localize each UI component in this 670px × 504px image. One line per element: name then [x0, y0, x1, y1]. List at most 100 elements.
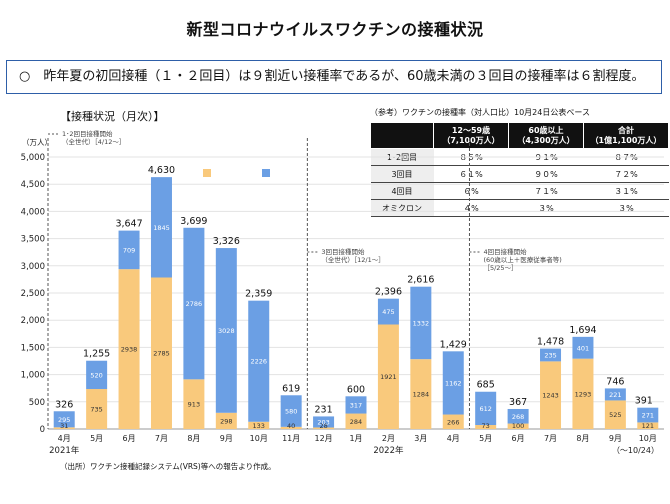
y-tick-label: 500: [29, 398, 45, 408]
bar-over60: [540, 361, 562, 429]
section-label: 【接種状況（月次）】: [60, 110, 165, 123]
bar-over60: [313, 427, 335, 429]
header-cell: 合計 （1億1,100万人）: [583, 122, 669, 149]
data-label-over60: 735: [90, 406, 102, 414]
x-tick-label: 1月: [349, 434, 362, 443]
x-tick-label: 4月: [58, 434, 71, 443]
data-label-over60: 28: [319, 422, 327, 430]
legend-label-under60: 60歳未満: [273, 168, 316, 180]
data-label-over60: 298: [220, 417, 232, 425]
total-label: 2,396: [375, 287, 402, 298]
data-label-under60: 203: [317, 418, 329, 426]
header-cell-line: 合計: [618, 125, 634, 135]
table-row: オミクロン ４% ３% ３%: [370, 199, 669, 217]
x-tick-label: 10月: [639, 434, 657, 443]
table-cell: ６%: [433, 182, 509, 200]
table-cell: ９０%: [508, 165, 584, 183]
total-label: 1,478: [537, 337, 564, 348]
y-tick-label: 1,500: [21, 343, 45, 353]
reference-table: 12～59歳 （7,100万人） 60歳以上 （4,300万人） 合計 （1億1,10…: [370, 122, 669, 217]
data-label-over60: 1243: [542, 392, 559, 400]
y-tick-label: 3,000: [21, 262, 45, 272]
bar-under60: [410, 286, 432, 360]
header-cell: [370, 122, 434, 149]
bar-under60: [183, 227, 205, 380]
annotation-text: （全世代）［12/1～］: [321, 255, 384, 264]
reference-caption: （参考）ワクチンの接種率（対人口比）10月24日公表ベース: [370, 108, 590, 117]
total-label: 619: [282, 383, 300, 394]
total-label: 1,694: [569, 325, 596, 336]
y-tick-label: 2,000: [21, 316, 45, 326]
data-label-over60: 284: [350, 418, 362, 426]
bar-under60: [150, 177, 172, 278]
data-label-over60: 31: [60, 422, 68, 430]
y-tick-label: 4,500: [21, 180, 45, 190]
row-label: 3回目: [370, 165, 434, 183]
legend-label-over60: 60歳以上: [214, 168, 257, 180]
total-label: 2,359: [245, 289, 272, 300]
data-label-under60: 580: [285, 408, 297, 416]
bar-under60: [313, 416, 335, 428]
total-label: 1,429: [440, 339, 467, 350]
bar-over60: [248, 421, 270, 429]
y-tick-label: 1,000: [21, 371, 45, 381]
bar-over60: [604, 400, 626, 429]
header-cell-line: 60歳以上: [528, 125, 564, 135]
data-label-under60: 3028: [218, 327, 235, 335]
data-label-under60: 1845: [153, 224, 170, 232]
x-tick-label: 8月: [576, 434, 589, 443]
bar-under60: [637, 407, 659, 423]
y-unit-label: （万人）: [22, 138, 52, 147]
page-title: 新型コロナウイルスワクチンの接種状況: [186, 20, 484, 39]
annotation-text: ［5/25～］: [483, 264, 517, 272]
row-label: オミクロン: [370, 199, 434, 217]
table-cell: ７１%: [508, 182, 584, 200]
data-label-over60: 1921: [380, 373, 397, 381]
total-label: 2,616: [407, 275, 434, 286]
bar-under60: [345, 396, 367, 414]
bar-over60: [377, 324, 399, 429]
total-label: 1,255: [83, 349, 110, 360]
data-label-over60: 133: [253, 422, 265, 430]
total-label: 3,699: [180, 216, 207, 227]
data-label-over60: 913: [188, 401, 200, 409]
bar-over60: [86, 389, 108, 429]
table-cell: ４%: [433, 199, 509, 217]
x-tick-label: 7月: [155, 434, 168, 443]
bar-over60: [410, 359, 432, 429]
y-tick-label: 5,000: [21, 153, 45, 163]
table-row: 3回目 ６１% ９０% ７２%: [370, 165, 669, 183]
y-tick-label: 3,500: [21, 235, 45, 245]
header-cell-line: 12～59歳: [451, 125, 491, 135]
total-label: 231: [315, 404, 333, 415]
data-label-under60: 221: [609, 391, 621, 399]
bar-under60: [572, 336, 594, 359]
total-label: 4,630: [148, 165, 175, 176]
data-label-under60: 612: [479, 405, 491, 413]
bar-over60: [215, 412, 237, 429]
x-tick-label: 9月: [609, 434, 622, 443]
table-cell: ３%: [583, 199, 669, 217]
total-label: 746: [606, 376, 624, 387]
bar-over60: [637, 422, 659, 429]
bar-under60: [215, 248, 237, 413]
x-tick-label: 9月: [220, 434, 233, 443]
x-tick-label: 6月: [512, 434, 525, 443]
bar-under60: [118, 230, 140, 270]
table-row: 4回目 ６% ７１% ３１%: [370, 182, 669, 200]
y-tick-label: 0: [40, 425, 45, 435]
header-cell-line: （4,300万人）: [517, 135, 575, 145]
total-label: 685: [477, 380, 495, 391]
y-tick-label: 2,500: [21, 289, 45, 299]
bar-over60: [118, 269, 140, 429]
x-tick-label: 6月: [123, 434, 136, 443]
bar-over60: [183, 379, 205, 429]
data-label-over60: 73: [482, 422, 490, 430]
bar-under60: [540, 348, 562, 362]
x-tick-label: 10月: [250, 434, 268, 443]
x-tick-label: 5月: [479, 434, 492, 443]
bar-over60: [572, 358, 594, 429]
total-label: 3,326: [213, 236, 240, 247]
x-tick-label: 2月: [382, 434, 395, 443]
